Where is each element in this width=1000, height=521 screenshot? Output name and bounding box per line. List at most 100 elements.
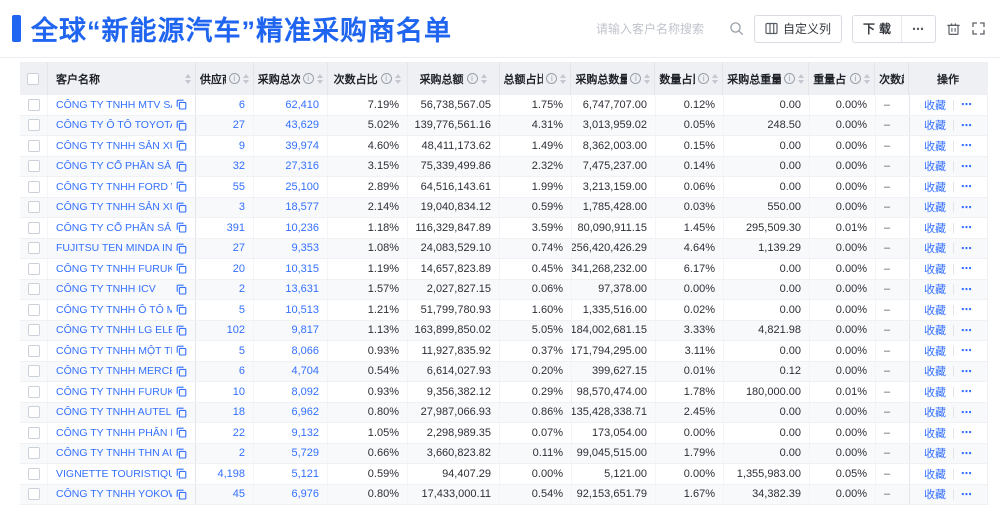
favorite-button[interactable]: 收藏: [924, 468, 947, 481]
company-name-link[interactable]: CÔNG TY TNHH MỘT THÀNH V...: [56, 344, 172, 357]
copy-icon[interactable]: [172, 304, 187, 315]
row-checkbox[interactable]: [27, 283, 40, 296]
row-more-button[interactable]: ⋯: [960, 304, 973, 317]
company-name-link[interactable]: CÔNG TY TNHH FURUKAWA A...: [56, 385, 172, 398]
column-header-1[interactable]: 客户名称: [48, 62, 196, 95]
copy-icon[interactable]: [172, 366, 187, 377]
favorite-button[interactable]: 收藏: [924, 489, 947, 502]
copy-icon[interactable]: [172, 99, 187, 110]
company-name-link[interactable]: CÔNG TY TNHH FURUKAWA A...: [56, 262, 172, 275]
copy-icon[interactable]: [172, 427, 187, 438]
sort-icon[interactable]: [316, 73, 323, 84]
row-checkbox[interactable]: [27, 98, 40, 111]
copy-icon[interactable]: [172, 345, 187, 356]
row-checkbox[interactable]: [27, 160, 40, 173]
row-more-button[interactable]: ⋯: [960, 447, 973, 460]
row-more-button[interactable]: ⋯: [960, 365, 973, 378]
sort-icon[interactable]: [242, 73, 249, 84]
company-name-link[interactable]: CÔNG TY TNHH PHÂN PHỐI T...: [56, 426, 172, 439]
favorite-button[interactable]: 收藏: [924, 304, 947, 317]
copy-icon[interactable]: [172, 448, 187, 459]
row-checkbox[interactable]: [27, 365, 40, 378]
info-icon[interactable]: i: [630, 73, 642, 84]
copy-icon[interactable]: [172, 202, 187, 213]
row-checkbox[interactable]: [27, 467, 40, 480]
favorite-button[interactable]: 收藏: [924, 284, 947, 297]
column-header-5[interactable]: 采购总额 i: [408, 62, 500, 95]
row-more-button[interactable]: ⋯: [960, 201, 973, 214]
row-more-button[interactable]: ⋯: [960, 427, 973, 440]
row-more-button[interactable]: ⋯: [960, 160, 973, 173]
column-header-8[interactable]: 数量占比i: [655, 62, 724, 95]
company-name-link[interactable]: CÔNG TY TNHH ICV: [56, 283, 156, 296]
info-icon[interactable]: i: [380, 73, 392, 84]
sort-icon[interactable]: [560, 73, 567, 84]
favorite-button[interactable]: 收藏: [924, 345, 947, 358]
row-more-button[interactable]: ⋯: [960, 181, 973, 194]
company-name-link[interactable]: CÔNG TY CỔ PHẦN SẢN XUẤT...: [56, 160, 172, 173]
copy-icon[interactable]: [172, 161, 187, 172]
favorite-button[interactable]: 收藏: [924, 99, 947, 112]
company-name-link[interactable]: CÔNG TY TNHH YOKOWO VIỆT...: [56, 488, 172, 501]
row-checkbox[interactable]: [27, 139, 40, 152]
info-icon[interactable]: i: [228, 73, 240, 84]
copy-icon[interactable]: [172, 386, 187, 397]
row-checkbox[interactable]: [27, 426, 40, 439]
copy-icon[interactable]: [172, 284, 187, 295]
company-name-link[interactable]: CÔNG TY TNHH LG ELECTRON...: [56, 324, 172, 337]
company-name-link[interactable]: CÔNG TY TNHH SẢN XUẤT VÀ ...: [56, 201, 172, 214]
favorite-button[interactable]: 收藏: [924, 120, 947, 133]
customize-columns-button[interactable]: 自定义列: [753, 14, 842, 43]
column-header-10[interactable]: 重量占比i: [809, 62, 876, 95]
copy-icon[interactable]: [172, 222, 187, 233]
company-name-link[interactable]: CÔNG TY TNHH MERCEDES–B...: [56, 365, 172, 378]
copy-icon[interactable]: [172, 407, 187, 418]
row-more-button[interactable]: ⋯: [960, 488, 973, 501]
favorite-button[interactable]: 收藏: [924, 366, 947, 379]
row-checkbox[interactable]: [27, 447, 40, 460]
row-checkbox[interactable]: [27, 385, 40, 398]
company-name-link[interactable]: CÔNG TY TNHH SẢN XUẤT VÀ ...: [56, 139, 172, 152]
favorite-button[interactable]: 收藏: [924, 202, 947, 215]
row-checkbox[interactable]: [27, 242, 40, 255]
row-more-button[interactable]: ⋯: [960, 406, 973, 419]
company-name-link[interactable]: CÔNG TY CỔ PHẦN SẢN XUẤT...: [56, 221, 172, 234]
copy-icon[interactable]: [172, 120, 187, 131]
row-checkbox[interactable]: [27, 262, 40, 275]
copy-icon[interactable]: [172, 243, 187, 254]
info-icon[interactable]: i: [546, 73, 558, 84]
row-checkbox[interactable]: [27, 119, 40, 132]
copy-icon[interactable]: [172, 263, 187, 274]
favorite-button[interactable]: 收藏: [924, 263, 947, 276]
sort-icon[interactable]: [394, 73, 401, 84]
company-name-link[interactable]: CÔNG TY TNHH FORD VIỆT NAM: [56, 180, 172, 193]
copy-icon[interactable]: [172, 181, 187, 192]
copy-icon[interactable]: [172, 468, 187, 479]
info-icon[interactable]: i: [784, 73, 796, 84]
row-checkbox[interactable]: [27, 488, 40, 501]
row-checkbox[interactable]: [27, 344, 40, 357]
company-name-link[interactable]: CÔNG TY TNHH MTV SẢN XUẤ...: [56, 98, 172, 111]
company-name-link[interactable]: CÔNG TY TNHH THN AUTOPAR...: [56, 447, 172, 460]
search-icon[interactable]: [729, 21, 744, 36]
row-more-button[interactable]: ⋯: [960, 345, 973, 358]
row-more-button[interactable]: ⋯: [960, 386, 973, 399]
favorite-button[interactable]: 收藏: [924, 243, 947, 256]
row-more-button[interactable]: ⋯: [960, 140, 973, 153]
row-checkbox[interactable]: [27, 406, 40, 419]
toolbar-more-button[interactable]: ⋯: [901, 15, 935, 42]
row-more-button[interactable]: ⋯: [960, 119, 973, 132]
company-name-link[interactable]: CÔNG TY TNHH Ô TÔ MITSUBI...: [56, 303, 172, 316]
info-icon[interactable]: i: [698, 73, 710, 84]
row-checkbox[interactable]: [27, 303, 40, 316]
favorite-button[interactable]: 收藏: [924, 140, 947, 153]
fullscreen-icon[interactable]: [971, 21, 986, 36]
delete-icon[interactable]: [946, 21, 961, 36]
column-header-7[interactable]: 采购总数量 i: [571, 62, 656, 95]
company-name-link[interactable]: CÔNG TY Ô TÔ TOYOTA VIỆT ...: [56, 119, 172, 132]
select-all-checkbox[interactable]: [27, 72, 40, 85]
sort-icon[interactable]: [184, 73, 191, 84]
favorite-button[interactable]: 收藏: [924, 181, 947, 194]
row-more-button[interactable]: ⋯: [960, 283, 973, 296]
info-icon[interactable]: i: [466, 73, 478, 84]
